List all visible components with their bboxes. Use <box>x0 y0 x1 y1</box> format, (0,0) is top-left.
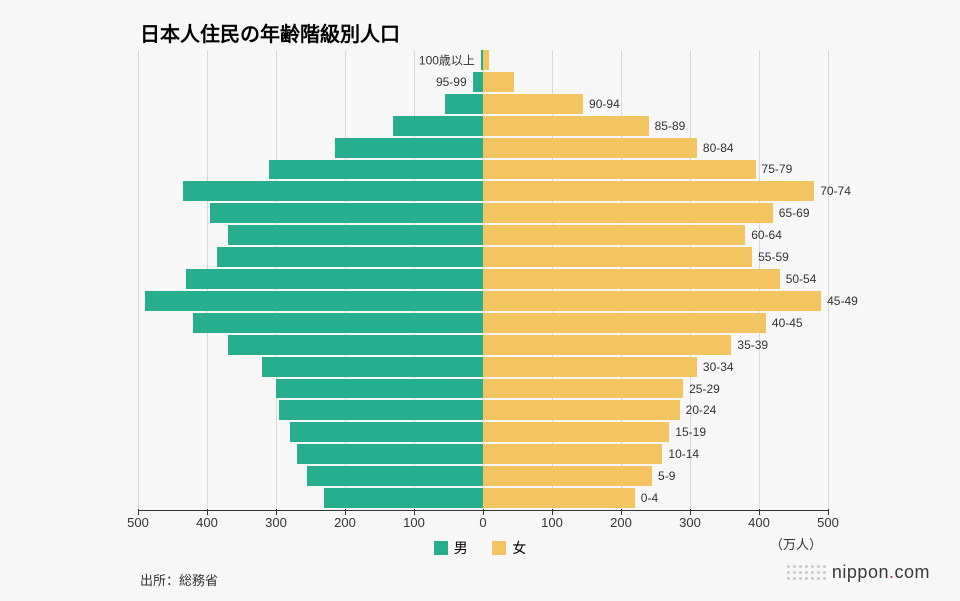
female-bar: 70-74 <box>483 181 814 201</box>
female-bar: 45-49 <box>483 291 821 311</box>
male-bar <box>217 247 483 267</box>
legend-male-swatch <box>434 541 448 555</box>
male-bar <box>262 357 483 377</box>
female-bar: 5-9 <box>483 466 652 486</box>
legend-female-label: 女 <box>512 538 526 558</box>
pyramid-row: 60-64 <box>138 225 828 245</box>
pyramid-row: 25-29 <box>138 379 828 399</box>
age-group-label: 0-4 <box>641 491 658 505</box>
age-group-label: 45-49 <box>827 294 858 308</box>
female-bar: 55-59 <box>483 247 752 267</box>
chart-title: 日本人住民の年齢階級別人口 <box>140 18 400 47</box>
age-group-label: 5-9 <box>658 469 675 483</box>
age-group-label: 65-69 <box>779 206 810 220</box>
age-group-label: 40-45 <box>772 316 803 330</box>
male-bar <box>445 94 483 114</box>
female-bar: 0-4 <box>483 488 635 508</box>
age-group-label: 100歳以上 <box>419 51 475 68</box>
brand-text: nippon.com <box>832 562 930 583</box>
pyramid-row: 65-69 <box>138 203 828 223</box>
male-bar <box>307 466 483 486</box>
male-bar <box>183 181 483 201</box>
female-bar: 50-54 <box>483 269 780 289</box>
female-bar <box>483 72 514 92</box>
pyramid-row: 45-49 <box>138 291 828 311</box>
legend-female: 女 <box>492 538 526 558</box>
female-bar: 85-89 <box>483 116 649 136</box>
age-group-label: 75-79 <box>762 162 793 176</box>
male-bar <box>269 160 483 180</box>
brand-logo: nippon.com <box>787 562 930 583</box>
male-bar <box>193 313 483 333</box>
pyramid-row: 75-79 <box>138 160 828 180</box>
male-bar <box>393 116 483 136</box>
female-bar: 35-39 <box>483 335 731 355</box>
chart-legend: 男 女 <box>0 538 960 560</box>
age-group-label: 55-59 <box>758 250 789 264</box>
age-group-label: 35-39 <box>737 338 768 352</box>
age-group-label: 85-89 <box>655 119 686 133</box>
age-group-label: 10-14 <box>668 447 699 461</box>
age-group-label: 30-34 <box>703 360 734 374</box>
chart-container: 日本人住民の年齢階級別人口 100歳以上95-9990-9485-8980-84… <box>0 0 960 601</box>
male-bar <box>297 444 483 464</box>
age-group-label: 70-74 <box>820 184 851 198</box>
legend-male: 男 <box>434 538 468 558</box>
male-bar <box>210 203 483 223</box>
female-bar: 20-24 <box>483 400 680 420</box>
pyramid-row: 90-94 <box>138 94 828 114</box>
pyramid-row: 50-54 <box>138 269 828 289</box>
male-bar: 95-99 <box>473 72 483 92</box>
x-axis-labels: 5004003002001000100200300400500 <box>138 515 828 535</box>
male-bar <box>186 269 483 289</box>
female-bar: 15-19 <box>483 422 669 442</box>
age-group-label: 15-19 <box>675 425 706 439</box>
age-group-label: 80-84 <box>703 141 734 155</box>
female-bar: 80-84 <box>483 138 697 158</box>
pyramid-row: 5-9 <box>138 466 828 486</box>
female-bar: 25-29 <box>483 379 683 399</box>
female-bar: 90-94 <box>483 94 583 114</box>
chart-bars: 100歳以上95-9990-9485-8980-8475-7970-7465-6… <box>138 50 828 510</box>
pyramid-row: 35-39 <box>138 335 828 355</box>
female-bar: 75-79 <box>483 160 756 180</box>
male-bar <box>279 400 483 420</box>
male-bar <box>228 335 483 355</box>
age-group-label: 50-54 <box>786 272 817 286</box>
male-bar <box>324 488 483 508</box>
pyramid-row: 40-45 <box>138 313 828 333</box>
male-bar <box>145 291 483 311</box>
age-group-label: 95-99 <box>436 75 467 89</box>
pyramid-row: 100歳以上 <box>138 50 828 70</box>
pyramid-row: 95-99 <box>138 72 828 92</box>
pyramid-row: 10-14 <box>138 444 828 464</box>
age-group-label: 25-29 <box>689 382 720 396</box>
pyramid-row: 15-19 <box>138 422 828 442</box>
male-bar <box>290 422 483 442</box>
female-bar <box>483 50 489 70</box>
pyramid-row: 85-89 <box>138 116 828 136</box>
male-bar <box>335 138 483 158</box>
male-bar <box>276 379 483 399</box>
age-group-label: 60-64 <box>751 228 782 242</box>
pyramid-row: 30-34 <box>138 357 828 377</box>
pyramid-row: 70-74 <box>138 181 828 201</box>
pyramid-row: 80-84 <box>138 138 828 158</box>
female-bar: 65-69 <box>483 203 773 223</box>
brand-dots-icon <box>787 565 826 580</box>
female-bar: 10-14 <box>483 444 662 464</box>
legend-male-label: 男 <box>454 538 468 558</box>
pyramid-row: 20-24 <box>138 400 828 420</box>
female-bar: 60-64 <box>483 225 745 245</box>
legend-female-swatch <box>492 541 506 555</box>
pyramid-row: 55-59 <box>138 247 828 267</box>
pyramid-row: 0-4 <box>138 488 828 508</box>
source-citation: 出所：総務省 <box>140 570 218 589</box>
chart-plot-area: 100歳以上95-9990-9485-8980-8475-7970-7465-6… <box>138 50 828 510</box>
female-bar: 40-45 <box>483 313 766 333</box>
female-bar: 30-34 <box>483 357 697 377</box>
age-group-label: 90-94 <box>589 97 620 111</box>
age-group-label: 20-24 <box>686 403 717 417</box>
male-bar <box>228 225 483 245</box>
